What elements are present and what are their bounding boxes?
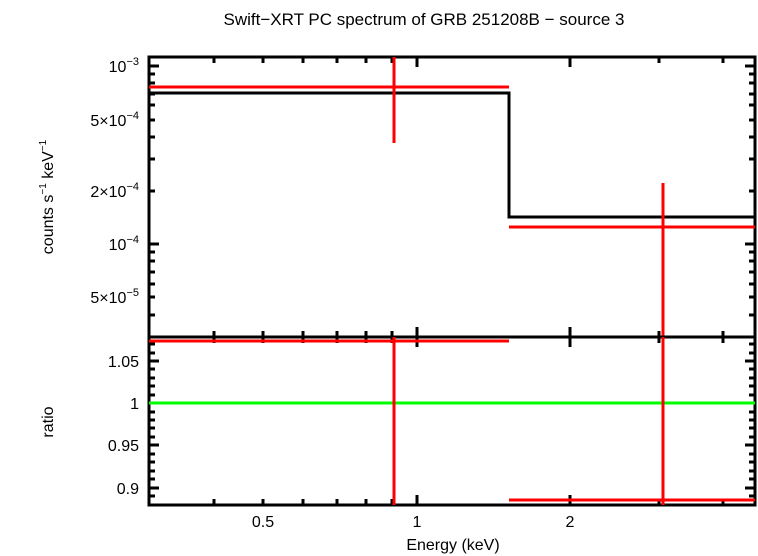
ytick-1.05: 1.05 (108, 354, 139, 371)
x-axis-label: Energy (keV) (406, 537, 499, 554)
ytick-5e-4: 5×10−4 (90, 110, 139, 130)
ytick-0.9: 0.9 (117, 481, 139, 498)
top-y-ticks (149, 64, 755, 317)
ytick-2e-4: 2×10−4 (90, 181, 139, 201)
ytick-0.95: 0.95 (108, 438, 139, 455)
xtick-2: 2 (566, 514, 575, 531)
ytick-5e-5: 5×10−5 (90, 287, 139, 307)
model-line (149, 91, 755, 219)
y-axis-label-bottom: ratio (40, 406, 57, 437)
bottom-x-ticks (212, 337, 725, 505)
data-points-ratio (149, 337, 755, 505)
ytick-1e-4: 10−4 (109, 234, 139, 254)
top-x-ticks (212, 57, 725, 337)
chart-title: Swift−XRT PC spectrum of GRB 251208B − s… (224, 10, 625, 29)
x-tick-labels: 0.5 1 2 (252, 514, 575, 531)
xtick-0.5: 0.5 (252, 514, 274, 531)
data-points-top (149, 57, 755, 337)
bottom-y-ticks (149, 342, 755, 498)
bottom-y-labels: 1.05 1 0.95 0.9 (108, 354, 139, 498)
xtick-1: 1 (413, 514, 422, 531)
top-y-labels: 10−3 5×10−4 2×10−4 10−4 5×10−5 (90, 56, 139, 307)
ytick-1e-3: 10−3 (109, 56, 139, 76)
y-axis-label-top: counts s−1 keV−1 (38, 139, 57, 254)
ytick-1: 1 (130, 396, 139, 413)
